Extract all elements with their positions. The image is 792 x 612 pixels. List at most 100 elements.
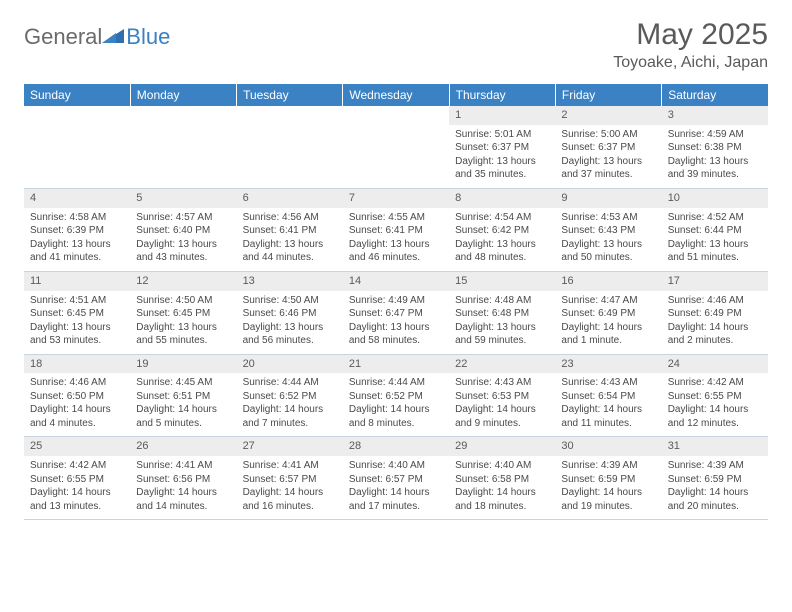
day-number: 4 bbox=[24, 189, 130, 208]
day-cell: 21Sunrise: 4:44 AMSunset: 6:52 PMDayligh… bbox=[343, 354, 449, 437]
sunset-text: Sunset: 6:49 PM bbox=[561, 307, 655, 321]
day-number: 26 bbox=[130, 437, 236, 456]
daylight-text: Daylight: 13 hours and 44 minutes. bbox=[243, 238, 337, 265]
day-details: Sunrise: 4:40 AMSunset: 6:57 PMDaylight:… bbox=[343, 456, 449, 519]
sunrise-text: Sunrise: 4:51 AM bbox=[30, 294, 124, 308]
day-number: 15 bbox=[449, 272, 555, 291]
daylight-text: Daylight: 13 hours and 39 minutes. bbox=[668, 155, 762, 182]
day-cell: 23Sunrise: 4:43 AMSunset: 6:54 PMDayligh… bbox=[555, 354, 661, 437]
day-details: Sunrise: 4:42 AMSunset: 6:55 PMDaylight:… bbox=[24, 456, 130, 519]
day-number: 3 bbox=[662, 106, 768, 125]
day-details: Sunrise: 4:46 AMSunset: 6:49 PMDaylight:… bbox=[662, 291, 768, 354]
daylight-text: Daylight: 13 hours and 41 minutes. bbox=[30, 238, 124, 265]
day-details: Sunrise: 5:00 AMSunset: 6:37 PMDaylight:… bbox=[555, 125, 661, 188]
day-cell: 11Sunrise: 4:51 AMSunset: 6:45 PMDayligh… bbox=[24, 271, 130, 354]
day-cell: 20Sunrise: 4:44 AMSunset: 6:52 PMDayligh… bbox=[237, 354, 343, 437]
sunset-text: Sunset: 6:55 PM bbox=[30, 473, 124, 487]
sunset-text: Sunset: 6:59 PM bbox=[668, 473, 762, 487]
day-number: 28 bbox=[343, 437, 449, 456]
sunset-text: Sunset: 6:49 PM bbox=[668, 307, 762, 321]
day-number: 2 bbox=[555, 106, 661, 125]
sunrise-text: Sunrise: 4:50 AM bbox=[243, 294, 337, 308]
sunset-text: Sunset: 6:54 PM bbox=[561, 390, 655, 404]
daylight-text: Daylight: 13 hours and 43 minutes. bbox=[136, 238, 230, 265]
day-header: Thursday bbox=[449, 84, 555, 106]
day-details: Sunrise: 4:56 AMSunset: 6:41 PMDaylight:… bbox=[237, 208, 343, 271]
day-cell: 7Sunrise: 4:55 AMSunset: 6:41 PMDaylight… bbox=[343, 188, 449, 271]
day-cell: 12Sunrise: 4:50 AMSunset: 6:45 PMDayligh… bbox=[130, 271, 236, 354]
sunrise-text: Sunrise: 4:50 AM bbox=[136, 294, 230, 308]
daylight-text: Daylight: 14 hours and 9 minutes. bbox=[455, 403, 549, 430]
sunrise-text: Sunrise: 4:44 AM bbox=[243, 376, 337, 390]
day-cell: .. bbox=[24, 106, 130, 188]
sunset-text: Sunset: 6:53 PM bbox=[455, 390, 549, 404]
daylight-text: Daylight: 13 hours and 35 minutes. bbox=[455, 155, 549, 182]
day-number: 14 bbox=[343, 272, 449, 291]
daylight-text: Daylight: 13 hours and 48 minutes. bbox=[455, 238, 549, 265]
daylight-text: Daylight: 13 hours and 37 minutes. bbox=[561, 155, 655, 182]
sunrise-text: Sunrise: 4:39 AM bbox=[668, 459, 762, 473]
day-cell: .. bbox=[343, 106, 449, 188]
sunrise-text: Sunrise: 4:41 AM bbox=[243, 459, 337, 473]
sunset-text: Sunset: 6:38 PM bbox=[668, 141, 762, 155]
sunset-text: Sunset: 6:41 PM bbox=[243, 224, 337, 238]
day-header-row: SundayMondayTuesdayWednesdayThursdayFrid… bbox=[24, 84, 768, 106]
day-cell: 3Sunrise: 4:59 AMSunset: 6:38 PMDaylight… bbox=[662, 106, 768, 188]
title-block: May 2025 Toyoake, Aichi, Japan bbox=[613, 18, 768, 72]
sunset-text: Sunset: 6:45 PM bbox=[30, 307, 124, 321]
day-details: Sunrise: 4:55 AMSunset: 6:41 PMDaylight:… bbox=[343, 208, 449, 271]
week-row: 4Sunrise: 4:58 AMSunset: 6:39 PMDaylight… bbox=[24, 188, 768, 271]
sunrise-text: Sunrise: 4:43 AM bbox=[455, 376, 549, 390]
sunrise-text: Sunrise: 5:00 AM bbox=[561, 128, 655, 142]
day-number: 20 bbox=[237, 355, 343, 374]
day-header: Tuesday bbox=[237, 84, 343, 106]
sunrise-text: Sunrise: 4:56 AM bbox=[243, 211, 337, 225]
daylight-text: Daylight: 14 hours and 17 minutes. bbox=[349, 486, 443, 513]
day-number: 25 bbox=[24, 437, 130, 456]
sunrise-text: Sunrise: 4:41 AM bbox=[136, 459, 230, 473]
day-cell: 30Sunrise: 4:39 AMSunset: 6:59 PMDayligh… bbox=[555, 437, 661, 520]
sunrise-text: Sunrise: 4:57 AM bbox=[136, 211, 230, 225]
day-cell: 19Sunrise: 4:45 AMSunset: 6:51 PMDayligh… bbox=[130, 354, 236, 437]
sunset-text: Sunset: 6:43 PM bbox=[561, 224, 655, 238]
day-details: Sunrise: 4:58 AMSunset: 6:39 PMDaylight:… bbox=[24, 208, 130, 271]
day-number: 1 bbox=[449, 106, 555, 125]
day-number: 29 bbox=[449, 437, 555, 456]
daylight-text: Daylight: 14 hours and 19 minutes. bbox=[561, 486, 655, 513]
day-details: Sunrise: 4:43 AMSunset: 6:54 PMDaylight:… bbox=[555, 373, 661, 436]
day-number: 27 bbox=[237, 437, 343, 456]
daylight-text: Daylight: 14 hours and 20 minutes. bbox=[668, 486, 762, 513]
sunrise-text: Sunrise: 4:46 AM bbox=[668, 294, 762, 308]
daylight-text: Daylight: 14 hours and 1 minute. bbox=[561, 321, 655, 348]
sunset-text: Sunset: 6:40 PM bbox=[136, 224, 230, 238]
week-row: ........1Sunrise: 5:01 AMSunset: 6:37 PM… bbox=[24, 106, 768, 188]
day-number: 24 bbox=[662, 355, 768, 374]
sunset-text: Sunset: 6:51 PM bbox=[136, 390, 230, 404]
sunrise-text: Sunrise: 4:43 AM bbox=[561, 376, 655, 390]
calendar-table: SundayMondayTuesdayWednesdayThursdayFrid… bbox=[24, 84, 768, 520]
daylight-text: Daylight: 13 hours and 53 minutes. bbox=[30, 321, 124, 348]
sunrise-text: Sunrise: 4:58 AM bbox=[30, 211, 124, 225]
sunrise-text: Sunrise: 4:40 AM bbox=[455, 459, 549, 473]
day-cell: 1Sunrise: 5:01 AMSunset: 6:37 PMDaylight… bbox=[449, 106, 555, 188]
day-details: Sunrise: 4:51 AMSunset: 6:45 PMDaylight:… bbox=[24, 291, 130, 354]
day-number: 5 bbox=[130, 189, 236, 208]
day-cell: 18Sunrise: 4:46 AMSunset: 6:50 PMDayligh… bbox=[24, 354, 130, 437]
daylight-text: Daylight: 14 hours and 2 minutes. bbox=[668, 321, 762, 348]
day-details: Sunrise: 4:49 AMSunset: 6:47 PMDaylight:… bbox=[343, 291, 449, 354]
day-number: 17 bbox=[662, 272, 768, 291]
sunset-text: Sunset: 6:46 PM bbox=[243, 307, 337, 321]
day-cell: 25Sunrise: 4:42 AMSunset: 6:55 PMDayligh… bbox=[24, 437, 130, 520]
sunrise-text: Sunrise: 4:42 AM bbox=[30, 459, 124, 473]
daylight-text: Daylight: 14 hours and 18 minutes. bbox=[455, 486, 549, 513]
day-cell: 24Sunrise: 4:42 AMSunset: 6:55 PMDayligh… bbox=[662, 354, 768, 437]
day-details: Sunrise: 4:42 AMSunset: 6:55 PMDaylight:… bbox=[662, 373, 768, 436]
daylight-text: Daylight: 13 hours and 59 minutes. bbox=[455, 321, 549, 348]
sunset-text: Sunset: 6:57 PM bbox=[243, 473, 337, 487]
sunset-text: Sunset: 6:45 PM bbox=[136, 307, 230, 321]
daylight-text: Daylight: 14 hours and 5 minutes. bbox=[136, 403, 230, 430]
day-number: 21 bbox=[343, 355, 449, 374]
day-number: 11 bbox=[24, 272, 130, 291]
day-details: Sunrise: 5:01 AMSunset: 6:37 PMDaylight:… bbox=[449, 125, 555, 188]
day-header: Friday bbox=[555, 84, 661, 106]
